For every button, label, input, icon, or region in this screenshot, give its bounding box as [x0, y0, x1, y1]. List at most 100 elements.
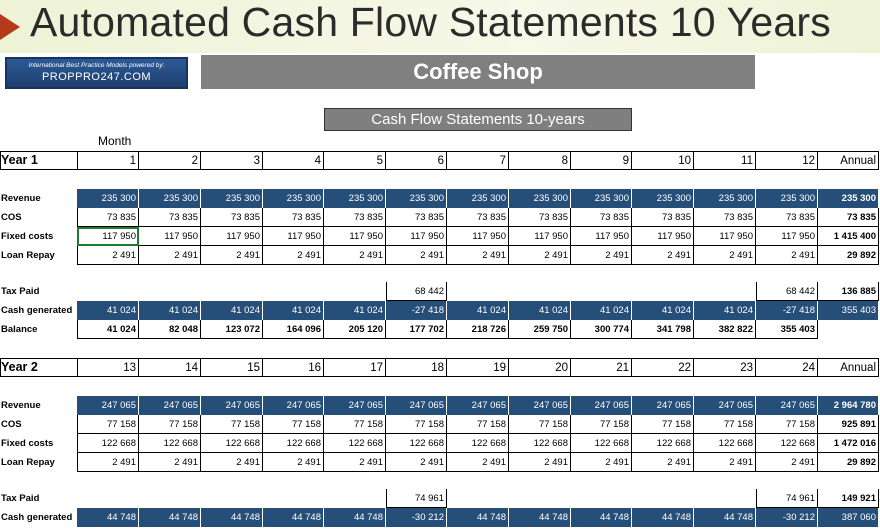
month-cell[interactable]: 122 668	[263, 434, 324, 453]
month-cell[interactable]: 68 442	[756, 282, 818, 301]
month-cell[interactable]: 20	[509, 358, 571, 377]
month-cell[interactable]: 7	[447, 151, 509, 170]
month-cell[interactable]: 2 491	[447, 453, 509, 472]
month-cell[interactable]: 2	[139, 151, 201, 170]
month-cell[interactable]: 235 300	[201, 189, 263, 208]
month-cell[interactable]: 247 065	[694, 396, 756, 415]
month-cell[interactable]: 122 668	[139, 434, 201, 453]
month-cell[interactable]: 117 950	[324, 227, 386, 246]
month-cell[interactable]: 122 668	[447, 434, 509, 453]
month-cell[interactable]: 24	[756, 358, 818, 377]
month-cell[interactable]: 122 668	[509, 434, 571, 453]
month-cell[interactable]: 2 491	[324, 453, 386, 472]
month-cell[interactable]: 2 491	[201, 246, 263, 265]
annual-cell[interactable]: 136 885	[818, 282, 879, 301]
month-cell[interactable]: 235 300	[324, 189, 386, 208]
month-cell[interactable]: 235 300	[509, 189, 571, 208]
month-cell[interactable]: 73 835	[201, 208, 263, 227]
month-cell[interactable]: 2 491	[756, 246, 818, 265]
month-cell[interactable]: 41 024	[324, 301, 386, 320]
month-cell[interactable]: 77 158	[509, 415, 571, 434]
month-cell[interactable]: 44 748	[201, 508, 263, 527]
annual-cell[interactable]: Annual	[818, 358, 879, 377]
month-cell[interactable]: 117 950	[139, 227, 201, 246]
month-cell[interactable]: 247 065	[324, 396, 386, 415]
month-cell[interactable]: 44 748	[509, 508, 571, 527]
month-cell[interactable]: 22	[632, 358, 694, 377]
month-cell[interactable]: 247 065	[77, 396, 139, 415]
annual-cell[interactable]: 73 835	[818, 208, 879, 227]
month-cell[interactable]: 355 403	[756, 320, 818, 339]
month-cell[interactable]: 44 748	[263, 508, 324, 527]
month-cell[interactable]: 122 668	[571, 434, 632, 453]
month-cell[interactable]: 218 726	[447, 320, 509, 339]
month-cell[interactable]: 2 491	[263, 453, 324, 472]
annual-cell[interactable]: 387 060	[818, 508, 879, 527]
month-cell[interactable]: 82 048	[139, 320, 201, 339]
month-cell[interactable]: -30 212	[756, 508, 818, 527]
month-cell[interactable]: 41 024	[201, 301, 263, 320]
month-cell[interactable]: 41 024	[263, 301, 324, 320]
month-cell[interactable]: 73 835	[447, 208, 509, 227]
month-cell[interactable]: 41 024	[77, 320, 139, 339]
month-cell[interactable]: 77 158	[632, 415, 694, 434]
month-cell[interactable]: 122 668	[694, 434, 756, 453]
month-cell[interactable]: 74 961	[756, 489, 818, 508]
month-cell[interactable]: 44 748	[324, 508, 386, 527]
month-cell[interactable]: 2 491	[324, 246, 386, 265]
month-cell[interactable]: 44 748	[139, 508, 201, 527]
month-cell[interactable]: -27 418	[756, 301, 818, 320]
month-cell[interactable]: 247 065	[201, 396, 263, 415]
month-cell[interactable]: 117 950	[447, 227, 509, 246]
month-cell[interactable]: 77 158	[756, 415, 818, 434]
month-cell[interactable]: 117 950	[756, 227, 818, 246]
annual-cell[interactable]: Annual	[818, 151, 879, 170]
month-cell[interactable]: 235 300	[694, 189, 756, 208]
month-cell[interactable]: 4	[263, 151, 324, 170]
month-cell[interactable]: 235 300	[139, 189, 201, 208]
month-cell[interactable]: 2 491	[77, 246, 139, 265]
month-cell[interactable]: 235 300	[386, 189, 447, 208]
month-cell[interactable]: -27 418	[386, 301, 447, 320]
month-cell[interactable]: 44 748	[694, 508, 756, 527]
month-cell[interactable]: 17	[324, 358, 386, 377]
month-cell[interactable]: 73 835	[263, 208, 324, 227]
month-cell[interactable]: 16	[263, 358, 324, 377]
month-cell[interactable]: 2 491	[694, 453, 756, 472]
month-cell[interactable]: 235 300	[632, 189, 694, 208]
month-cell[interactable]: 2 491	[201, 453, 263, 472]
month-cell[interactable]: 2 491	[386, 246, 447, 265]
month-cell[interactable]: 21	[571, 358, 632, 377]
month-cell[interactable]: 300 774	[571, 320, 632, 339]
month-cell[interactable]: 122 668	[77, 434, 139, 453]
month-cell[interactable]: 77 158	[263, 415, 324, 434]
annual-cell[interactable]: 149 921	[818, 489, 879, 508]
month-cell[interactable]: 77 158	[201, 415, 263, 434]
month-cell[interactable]: 77 158	[571, 415, 632, 434]
month-cell[interactable]: 2 491	[509, 246, 571, 265]
month-cell[interactable]: 8	[509, 151, 571, 170]
month-cell[interactable]: 14	[139, 358, 201, 377]
month-cell[interactable]: 2 491	[509, 453, 571, 472]
month-cell[interactable]: 77 158	[324, 415, 386, 434]
month-cell[interactable]: 117 950	[509, 227, 571, 246]
month-cell[interactable]: 73 835	[324, 208, 386, 227]
month-cell[interactable]: 73 835	[694, 208, 756, 227]
month-cell[interactable]: 11	[694, 151, 756, 170]
month-cell[interactable]: 13	[77, 358, 139, 377]
month-cell[interactable]: 10	[632, 151, 694, 170]
month-cell[interactable]: 2 491	[632, 453, 694, 472]
month-cell[interactable]: 123 072	[201, 320, 263, 339]
month-cell[interactable]: 247 065	[139, 396, 201, 415]
logo[interactable]: International Best Practice Models power…	[5, 57, 188, 89]
month-cell[interactable]: 41 024	[447, 301, 509, 320]
month-cell[interactable]: 3	[201, 151, 263, 170]
annual-cell[interactable]: 29 892	[818, 246, 879, 265]
month-cell[interactable]: 77 158	[386, 415, 447, 434]
month-cell[interactable]: 73 835	[509, 208, 571, 227]
annual-cell[interactable]: 2 964 780	[818, 396, 879, 415]
month-cell[interactable]: 44 748	[77, 508, 139, 527]
month-cell[interactable]: 12	[756, 151, 818, 170]
month-cell[interactable]: 235 300	[756, 189, 818, 208]
annual-cell[interactable]: 29 892	[818, 453, 879, 472]
